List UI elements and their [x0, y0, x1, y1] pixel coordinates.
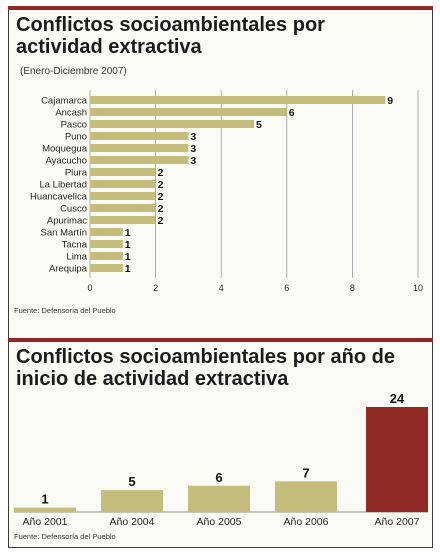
category-label: Año 2007	[375, 516, 420, 528]
bar	[90, 228, 123, 236]
bar-value-label: 1	[125, 263, 131, 275]
category-label: Puno	[65, 132, 87, 143]
bar	[14, 507, 76, 512]
bar-value-label: 7	[302, 465, 309, 480]
chart1-title: Conflictos socioambientales por activida…	[16, 14, 325, 58]
bar-value-label: 2	[158, 215, 164, 227]
category-label: Apurimac	[47, 216, 87, 227]
bar-value-label: 5	[256, 119, 262, 131]
category-label: Pasco	[61, 120, 87, 131]
bar	[90, 120, 254, 128]
bar	[101, 490, 163, 512]
bar-value-label: 2	[158, 203, 164, 215]
bar	[90, 132, 189, 140]
bar-value-label: 6	[289, 107, 295, 119]
bar	[90, 192, 156, 200]
bar-value-label: 3	[190, 143, 196, 155]
category-label: Año 2005	[197, 516, 242, 528]
chart1-source: Fuente: Defensoría del Pueblo	[14, 306, 116, 315]
bar-value-label: 2	[158, 167, 164, 179]
bar-value-label: 1	[125, 251, 131, 263]
bar-value-label: 1	[125, 239, 131, 251]
bar	[90, 264, 123, 272]
bar	[90, 96, 386, 104]
category-label: Año 2004	[110, 516, 155, 528]
category-label: Año 2006	[284, 516, 329, 528]
bar	[90, 204, 156, 212]
x-tick-label: 2	[153, 283, 158, 293]
bar	[90, 252, 123, 260]
bar-value-label: 3	[190, 131, 196, 143]
category-label: Lima	[66, 252, 87, 263]
category-label: Piura	[65, 168, 88, 179]
top-accent-bar	[8, 6, 433, 10]
category-label: Arequipa	[49, 264, 88, 275]
chart2-source: Fuente: Defensoría del Pueblo	[14, 532, 116, 541]
bar	[90, 180, 156, 188]
bar	[90, 216, 156, 224]
section-divider	[8, 338, 433, 342]
category-label: San Martín	[41, 228, 87, 239]
category-label: La Libertad	[39, 180, 87, 191]
bar	[90, 144, 189, 152]
x-tick-label: 4	[219, 283, 224, 293]
bar	[90, 168, 156, 176]
bar-value-label: 2	[158, 191, 164, 203]
x-tick-label: 8	[350, 283, 355, 293]
bar	[366, 407, 428, 512]
x-tick-label: 6	[284, 283, 289, 293]
bar	[90, 240, 123, 248]
bar-value-label: 24	[390, 391, 405, 406]
bar-value-label: 1	[41, 492, 48, 507]
chart2-title: Conflictos socioambientales por año de i…	[16, 346, 395, 390]
category-label: Año 2001	[23, 516, 68, 528]
category-label: Cusco	[60, 204, 87, 215]
chart1-subtitle: (Enero-Diciembre 2007)	[20, 66, 127, 77]
category-label: Ancash	[55, 108, 87, 119]
bar	[275, 481, 337, 512]
category-label: Huancavelica	[30, 192, 88, 203]
bar-value-label: 1	[125, 227, 131, 239]
bar-value-label: 9	[387, 95, 393, 107]
bar-value-label: 3	[190, 155, 196, 167]
bar-value-label: 5	[128, 474, 135, 489]
x-tick-label: 0	[87, 283, 92, 293]
bar	[90, 108, 287, 116]
bar	[90, 156, 189, 164]
category-label: Cajamarca	[41, 96, 88, 107]
bar-value-label: 6	[215, 470, 222, 485]
category-label: Tacna	[62, 240, 88, 251]
category-label: Ayacucho	[45, 156, 87, 167]
bar	[188, 485, 250, 512]
category-label: Moquegua	[42, 144, 88, 155]
bar-value-label: 2	[158, 179, 164, 191]
x-tick-label: 10	[413, 283, 423, 293]
